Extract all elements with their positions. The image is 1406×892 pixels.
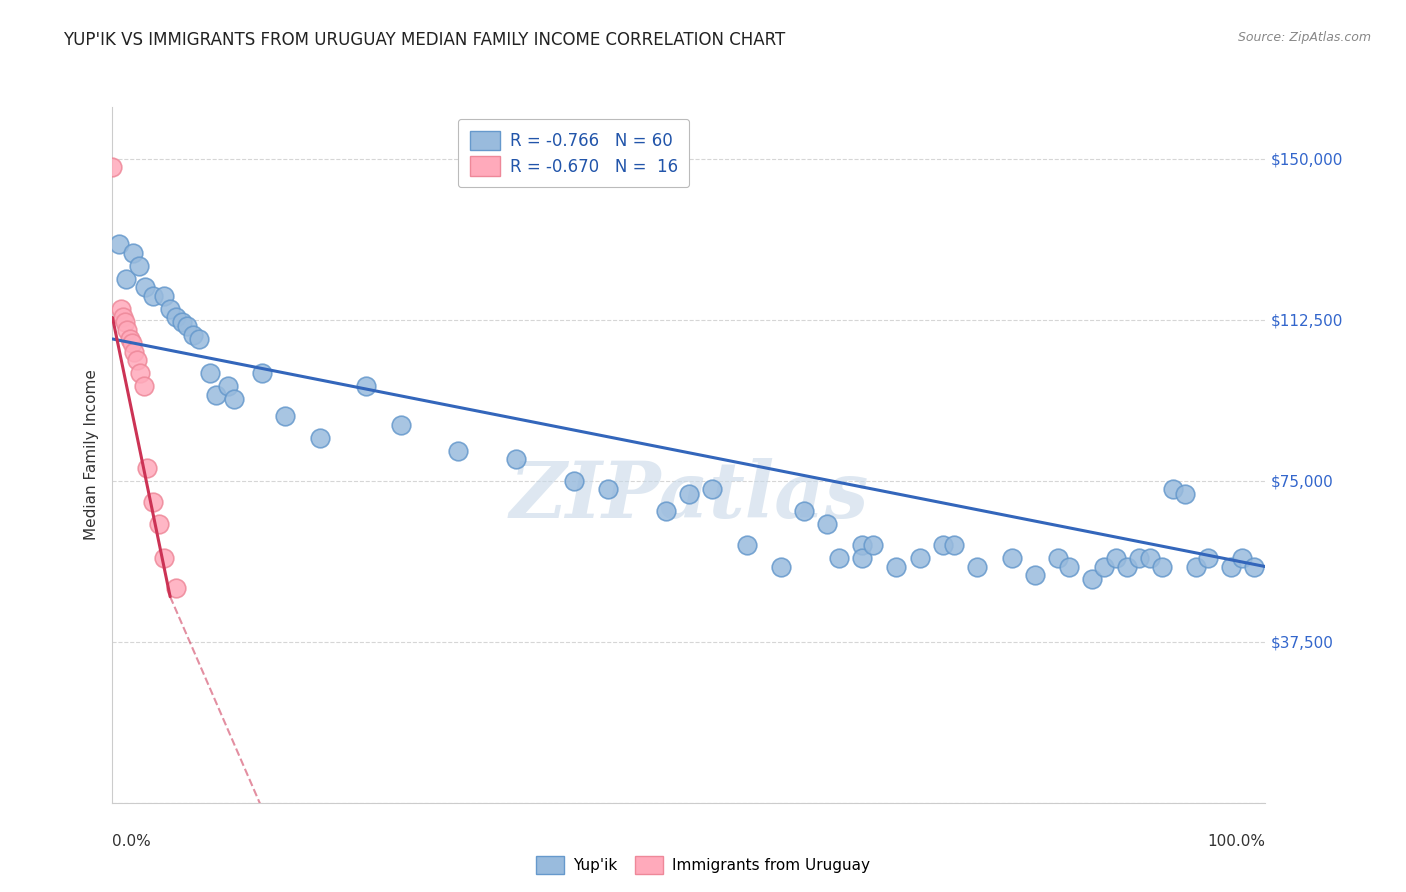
Point [1150,559,1173,574]
Point [1024,568,1046,582]
Point [274,409,297,424]
Point [851,538,873,552]
Point [136,460,159,475]
Point [153,551,176,566]
Point [153,289,176,303]
Point [114,315,136,329]
Legend: R = -0.766   N = 60, R = -0.670   N =  16: R = -0.766 N = 60, R = -0.670 N = 16 [458,119,689,187]
Point [598,483,620,497]
Point [793,504,815,518]
Point [111,310,134,325]
Point [354,379,377,393]
Point [115,272,138,286]
Point [118,332,141,346]
Point [200,367,222,381]
Point [770,559,793,574]
Point [205,388,228,402]
Point [943,538,966,552]
Point [1104,551,1126,566]
Point [117,323,139,337]
Point [562,474,585,488]
Text: 0.0%: 0.0% [112,834,152,849]
Point [1046,551,1069,566]
Point [1243,559,1265,574]
Point [165,310,187,325]
Point [1092,559,1115,574]
Point [655,504,678,518]
Text: YUP'IK VS IMMIGRANTS FROM URUGUAY MEDIAN FAMILY INCOME CORRELATION CHART: YUP'IK VS IMMIGRANTS FROM URUGUAY MEDIAN… [63,31,786,49]
Point [128,259,150,273]
Point [966,559,988,574]
Point [1197,551,1219,566]
Point [125,353,148,368]
Point [222,392,245,406]
Point [1128,551,1150,566]
Point [101,160,124,174]
Point [142,495,165,509]
Point [165,581,187,595]
Y-axis label: Median Family Income: Median Family Income [84,369,100,541]
Text: 100.0%: 100.0% [1208,834,1265,849]
Point [1001,551,1024,566]
Point [815,516,838,531]
Point [132,379,155,393]
Point [447,443,470,458]
Point [1139,551,1161,566]
Point [134,280,156,294]
Point [1185,559,1208,574]
Point [188,332,211,346]
Point [142,289,165,303]
Point [124,344,146,359]
Point [170,315,193,329]
Point [931,538,953,552]
Point [110,301,132,316]
Point [1219,559,1241,574]
Point [389,417,412,432]
Point [1232,551,1254,566]
Point [176,319,198,334]
Point [217,379,239,393]
Point [908,551,931,566]
Point [862,538,884,552]
Point [1081,573,1104,587]
Point [252,367,274,381]
Point [108,237,131,252]
Point [1174,486,1197,500]
Point [851,551,873,566]
Point [122,246,145,260]
Point [129,367,152,381]
Point [735,538,758,552]
Point [678,486,700,500]
Text: Source: ZipAtlas.com: Source: ZipAtlas.com [1237,31,1371,45]
Point [148,516,170,531]
Point [181,327,204,342]
Legend: Yup'ik, Immigrants from Uruguay: Yup'ik, Immigrants from Uruguay [530,850,876,880]
Point [886,559,908,574]
Point [1059,559,1081,574]
Point [1116,559,1139,574]
Text: ZIPatlas: ZIPatlas [509,458,869,535]
Point [828,551,851,566]
Point [1161,483,1184,497]
Point [121,336,143,351]
Point [700,483,723,497]
Point [159,301,181,316]
Point [309,431,332,445]
Point [505,452,527,467]
